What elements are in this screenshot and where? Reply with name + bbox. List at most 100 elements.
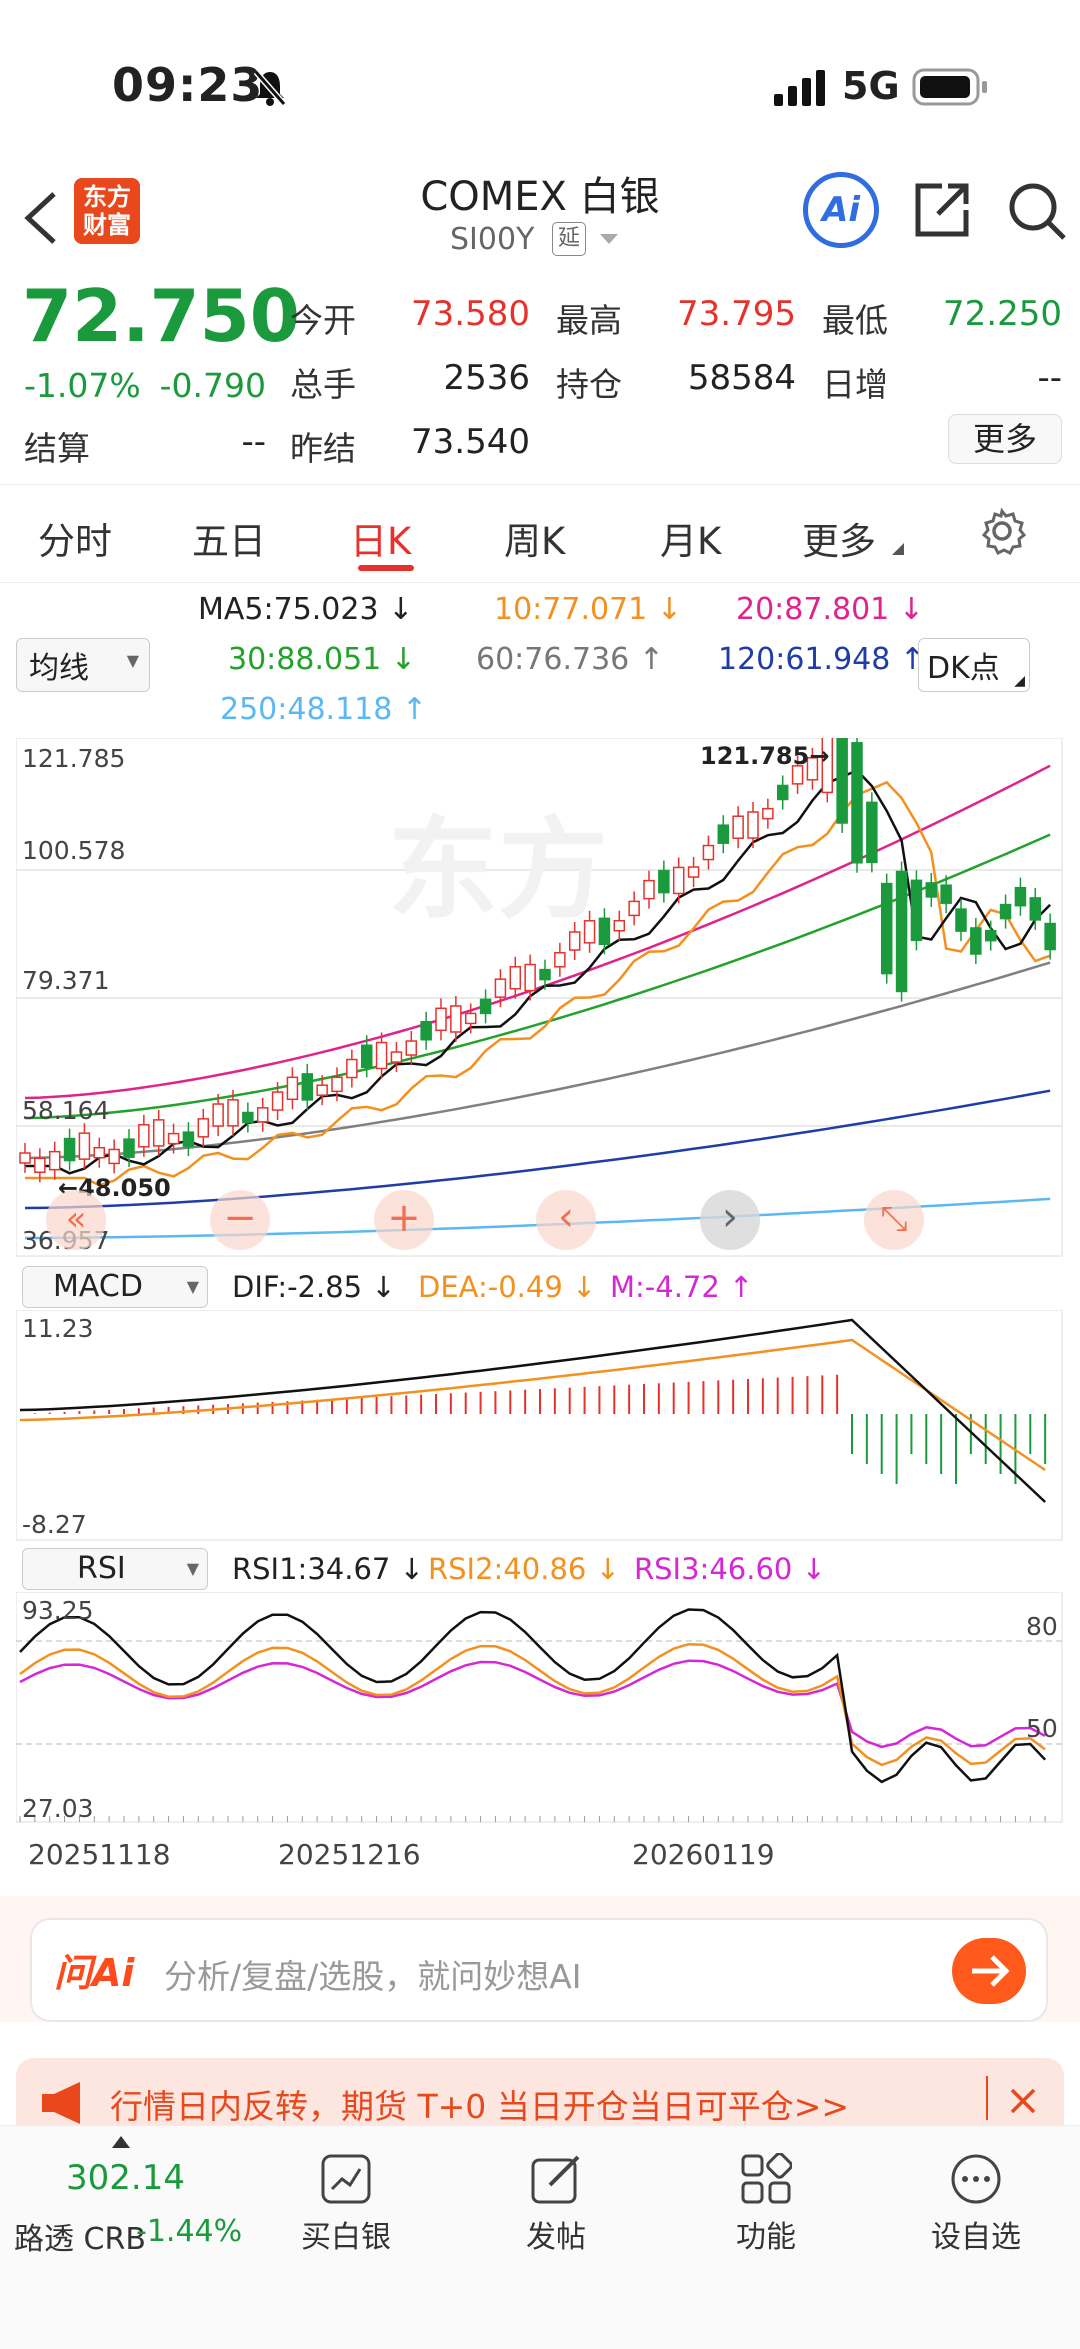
candle-body (717, 824, 730, 844)
functions-button[interactable]: 功能 (686, 2146, 846, 2256)
rsi-level-50: 50 (1026, 1714, 1058, 1743)
scroll-left-fast-button[interactable]: « (46, 1190, 106, 1250)
candle-body (138, 1124, 150, 1148)
candle-body (1044, 922, 1056, 951)
page-title: COMEX 白银 (420, 174, 660, 220)
add-watchlist-button[interactable]: 设自选 (896, 2146, 1056, 2256)
candle-body (524, 963, 536, 992)
ma5-line (25, 768, 1052, 1175)
candle-body (123, 1138, 135, 1158)
chevron-down-icon[interactable] (600, 234, 618, 246)
candle-body (346, 1058, 358, 1079)
megaphone-icon (42, 2082, 80, 2124)
ma250-value: 250:48.118 ↑ (220, 692, 428, 727)
nav-bar: 东方 财富 COMEX 白银 SI00Y 延 Ai (0, 160, 1080, 270)
banner-divider (986, 2076, 988, 2120)
ma60-value: 60:76.736 ↑ (476, 642, 664, 677)
candle-body (316, 1084, 328, 1096)
rsi1-value: RSI1:34.67 ↓ (232, 1552, 424, 1586)
period-tabs: 分时 五日 日K 周K 月K 更多 (0, 487, 1080, 583)
chart-box-icon (321, 2154, 371, 2204)
signal-icon (774, 70, 825, 106)
candle-body (420, 1021, 432, 1041)
x-date-1: 20251118 (28, 1838, 171, 1871)
kline-y-3: 79.371 (22, 966, 110, 995)
back-icon[interactable] (20, 190, 60, 246)
candle-body (509, 966, 522, 990)
more-button[interactable]: 更多 (948, 414, 1062, 464)
candle-body (643, 879, 655, 900)
x-date-3: 20260119 (632, 1838, 775, 1871)
candle-body (63, 1137, 76, 1162)
rsi-y-bottom: 27.03 (22, 1794, 94, 1823)
caret-up-icon[interactable] (112, 2136, 130, 2148)
ma-selector[interactable]: 均线 ▼ (16, 638, 150, 692)
tab-five-day[interactable]: 五日 (192, 520, 266, 563)
ai-button[interactable]: Ai (803, 172, 879, 248)
candle-body (851, 742, 863, 864)
candle-body (895, 870, 908, 993)
candle-body (554, 952, 566, 968)
kline-chart[interactable]: 东方 121.785→ ←48.050 (16, 738, 1064, 1258)
buy-silver-button[interactable]: 买白银 (266, 2146, 426, 2256)
ma60-line (24, 961, 1051, 1160)
tab-more[interactable]: 更多 (802, 520, 876, 563)
candle-body (1029, 897, 1042, 921)
watermark: 东方 (388, 806, 608, 934)
ask-ai-send-button[interactable] (952, 1938, 1026, 2004)
open-label: 今开 (290, 301, 356, 340)
fullscreen-button[interactable]: ⤡ (864, 1190, 924, 1250)
dk-button[interactable]: DK点 ◢ (918, 638, 1030, 692)
candle-body (331, 1076, 343, 1093)
candle-body (910, 879, 923, 942)
zoom-in-button[interactable]: + (374, 1190, 434, 1250)
tab-monthly-k[interactable]: 月K (660, 520, 722, 563)
candle-body (286, 1076, 299, 1101)
volume-label: 总手 (290, 365, 356, 404)
ask-ai-input[interactable]: 问Ai 分析/复盘/选股，就问妙想AI (30, 1918, 1048, 2022)
post-button[interactable]: 发帖 (476, 2146, 636, 2256)
macd-selector[interactable]: MACD ▼ (22, 1266, 208, 1308)
tab-daily-k[interactable]: 日K (350, 520, 412, 563)
edit-icon (531, 2155, 580, 2204)
battery-icon (912, 68, 987, 106)
open-interest-label: 持仓 (556, 365, 622, 404)
share-icon[interactable] (912, 180, 972, 240)
low-value: 72.250 (943, 294, 1062, 334)
candle-body (227, 1099, 239, 1127)
candle-body (34, 1157, 46, 1174)
candle-body (464, 1012, 477, 1025)
macd-histogram (33, 1374, 1047, 1484)
tab-intraday[interactable]: 分时 (38, 520, 112, 563)
quote-panel: 72.750 -1.07% -0.790 结算 -- 今开 73.580 最高 … (0, 270, 1080, 485)
candle-body (390, 1051, 403, 1063)
rsi-chart[interactable] (16, 1592, 1064, 1824)
low-label: 最低 (822, 301, 888, 340)
ma10-value: 10:77.071 ↓ (494, 592, 682, 627)
candle-body (925, 882, 938, 898)
rsi-selector[interactable]: RSI ▼ (22, 1548, 208, 1590)
candle-body (583, 920, 596, 944)
kline-y-top: 121.785 (22, 744, 126, 773)
step-left-button[interactable]: ‹ (536, 1190, 596, 1250)
prev-settle-label: 昨结 (290, 429, 356, 468)
candle-body (791, 765, 804, 785)
gear-icon[interactable] (978, 507, 1026, 555)
tab-weekly-k[interactable]: 周K (504, 520, 566, 563)
step-right-button[interactable]: › (700, 1190, 760, 1250)
prev-settle-value: 73.540 (411, 422, 530, 462)
change-percent: -1.07% (24, 366, 141, 405)
candle-body (19, 1152, 31, 1164)
candle-body (702, 844, 715, 861)
candle-body (212, 1103, 224, 1127)
candle-body (747, 811, 759, 839)
macd-y-bottom: -8.27 (22, 1510, 87, 1539)
zoom-out-button[interactable]: − (210, 1190, 270, 1250)
candle-body (78, 1132, 91, 1160)
macd-chart[interactable] (16, 1310, 1064, 1542)
index-name[interactable]: 路透 CRB (14, 2222, 146, 2257)
close-icon[interactable] (1008, 2086, 1038, 2116)
candle-body (613, 919, 626, 932)
search-icon[interactable] (1006, 180, 1068, 242)
candle-body (658, 869, 670, 894)
